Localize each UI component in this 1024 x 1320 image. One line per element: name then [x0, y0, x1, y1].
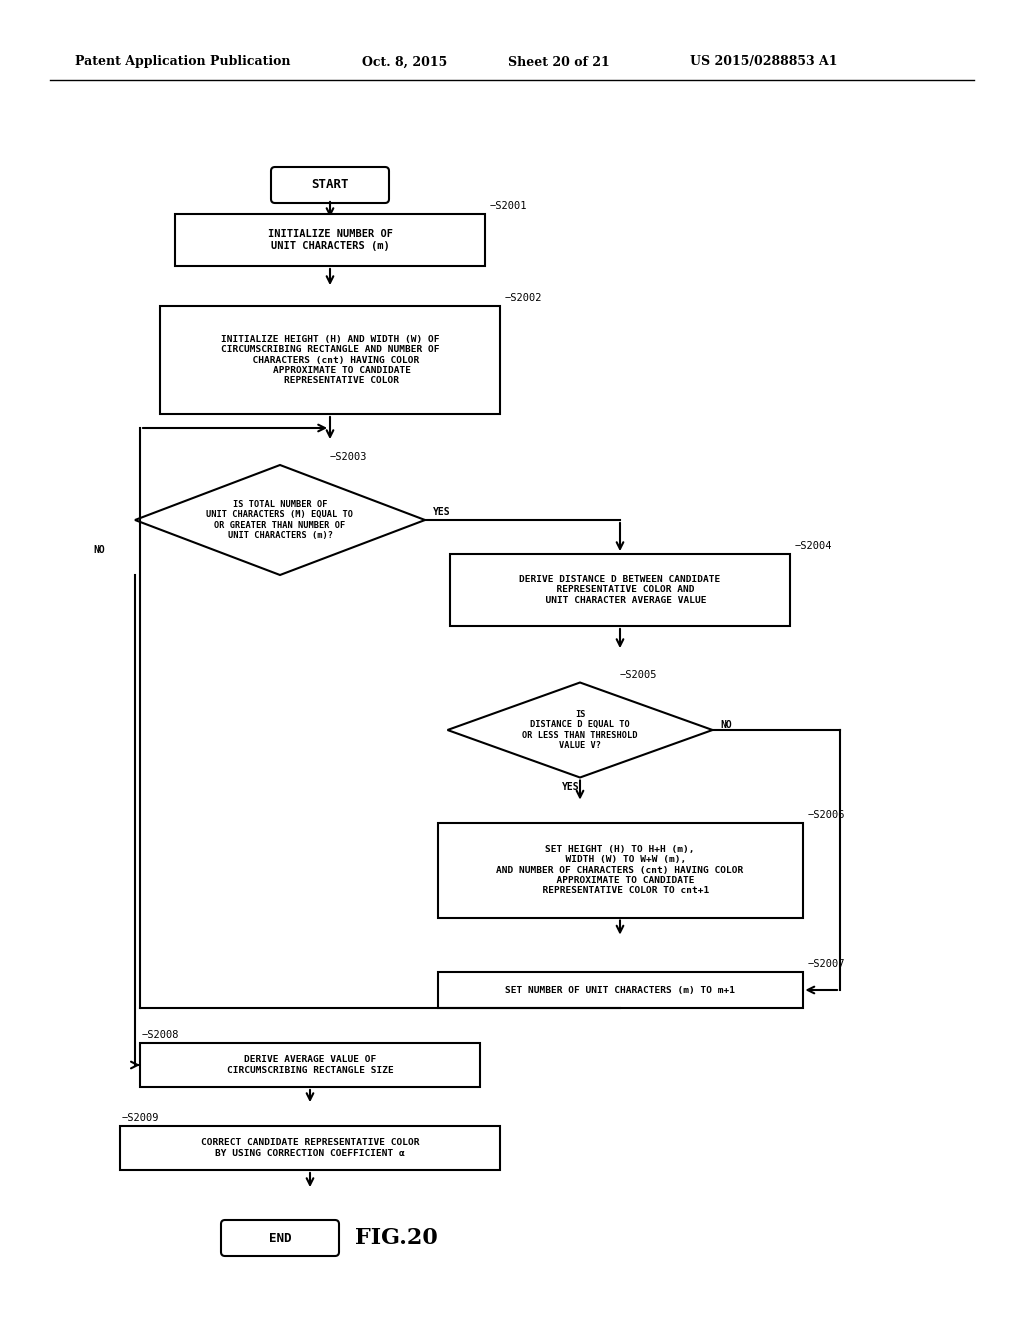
Text: INITIALIZE HEIGHT (H) AND WIDTH (W) OF
CIRCUMSCRIBING RECTANGLE AND NUMBER OF
  : INITIALIZE HEIGHT (H) AND WIDTH (W) OF C…	[221, 335, 439, 385]
Text: YES: YES	[433, 507, 451, 517]
Text: SET NUMBER OF UNIT CHARACTERS (m) TO m+1: SET NUMBER OF UNIT CHARACTERS (m) TO m+1	[505, 986, 735, 994]
Bar	[140, 1043, 480, 1086]
Text: −S2005: −S2005	[620, 669, 657, 680]
Bar	[175, 214, 485, 267]
FancyBboxPatch shape	[271, 168, 389, 203]
Text: CORRECT CANDIDATE REPRESENTATIVE COLOR
BY USING CORRECTION COEFFICIENT α: CORRECT CANDIDATE REPRESENTATIVE COLOR B…	[201, 1138, 419, 1158]
Text: END: END	[268, 1232, 291, 1245]
Polygon shape	[447, 682, 713, 777]
Text: −S2007: −S2007	[808, 960, 845, 969]
Text: DERIVE DISTANCE D BETWEEN CANDIDATE
  REPRESENTATIVE COLOR AND
  UNIT CHARACTER : DERIVE DISTANCE D BETWEEN CANDIDATE REPR…	[519, 576, 721, 605]
Text: −S2008: −S2008	[142, 1030, 179, 1040]
Bar	[437, 822, 803, 917]
Polygon shape	[135, 465, 425, 576]
Text: IS
DISTANCE D EQUAL TO
OR LESS THAN THRESHOLD
VALUE V?: IS DISTANCE D EQUAL TO OR LESS THAN THRE…	[522, 710, 638, 750]
Text: Sheet 20 of 21: Sheet 20 of 21	[508, 55, 609, 69]
Bar	[120, 1126, 500, 1170]
Text: −S2004: −S2004	[795, 541, 833, 550]
Text: NO: NO	[721, 719, 732, 730]
Text: −S2002: −S2002	[505, 293, 543, 304]
Text: SET HEIGHT (H) TO H+H (m),
  WIDTH (W) TO W+W (m),
AND NUMBER OF CHARACTERS (cnt: SET HEIGHT (H) TO H+H (m), WIDTH (W) TO …	[497, 845, 743, 895]
Text: US 2015/0288853 A1: US 2015/0288853 A1	[690, 55, 838, 69]
Text: NO: NO	[93, 545, 104, 554]
Text: IS TOTAL NUMBER OF
UNIT CHARACTERS (M) EQUAL TO
OR GREATER THAN NUMBER OF
UNIT C: IS TOTAL NUMBER OF UNIT CHARACTERS (M) E…	[207, 500, 353, 540]
Text: Patent Application Publication: Patent Application Publication	[75, 55, 291, 69]
Text: Oct. 8, 2015: Oct. 8, 2015	[362, 55, 447, 69]
Text: INITIALIZE NUMBER OF
UNIT CHARACTERS (m): INITIALIZE NUMBER OF UNIT CHARACTERS (m)	[267, 230, 392, 251]
Bar	[160, 306, 500, 414]
Bar	[437, 972, 803, 1008]
FancyBboxPatch shape	[221, 1220, 339, 1257]
Text: YES: YES	[562, 783, 580, 792]
Text: START: START	[311, 178, 349, 191]
Text: DERIVE AVERAGE VALUE OF
CIRCUMSCRIBING RECTANGLE SIZE: DERIVE AVERAGE VALUE OF CIRCUMSCRIBING R…	[226, 1055, 393, 1074]
Bar	[450, 554, 790, 626]
Text: −S2001: −S2001	[490, 201, 527, 211]
Text: −S2003: −S2003	[330, 451, 368, 462]
Text: FIG.20: FIG.20	[355, 1228, 437, 1249]
Text: −S2006: −S2006	[808, 809, 845, 820]
Text: −S2009: −S2009	[122, 1113, 160, 1123]
